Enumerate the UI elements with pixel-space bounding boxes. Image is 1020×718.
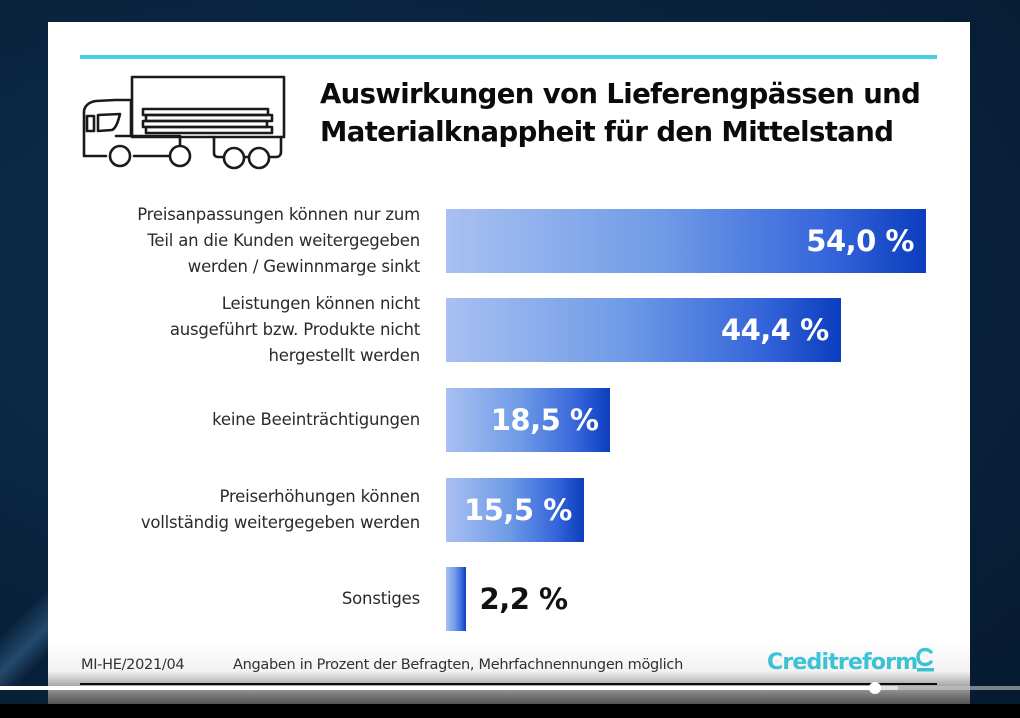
category-label-line: hergestellt werden (268, 346, 421, 365)
title-line-1: Auswirkungen von Lieferengpässen und (320, 78, 921, 110)
category-label-line: vollständig weitergegeben werden (140, 513, 420, 532)
bar-value-label: 44,4 % (720, 313, 829, 347)
accent-line (80, 55, 937, 59)
bar (446, 209, 926, 273)
category-label: Leistungen können nicht ausgeführt bzw. P… (60, 294, 420, 365)
creditreform-logo-mark-icon (916, 648, 934, 672)
category-label-line: Teil an die Kunden weitergegeben (147, 231, 420, 250)
video-scrubber-handle[interactable] (869, 682, 882, 694)
video-progress-played[interactable] (0, 686, 876, 690)
category-label: Preisanpassungen können nur zum Teil an d… (60, 205, 420, 276)
video-player-controls-bar (0, 704, 1020, 718)
bar-value-label: 54,0 % (806, 224, 914, 258)
category-label: Preiserhöhungen können vollständig weiter… (60, 478, 420, 542)
title-line-2: Materialknappheit für den Mittelstand (320, 116, 894, 148)
footer-code: MI-HE/2021/04 (81, 657, 185, 673)
category-label-line: Leistungen können nicht (221, 294, 420, 313)
category-label-line: ausgeführt bzw. Produkte nicht (169, 320, 420, 339)
bar (446, 478, 584, 542)
creditreform-logo: Creditreform (767, 650, 918, 675)
footer-note: Angaben in Prozent der Befragten, Mehrfa… (233, 657, 683, 673)
bar (446, 388, 611, 452)
category-label-line: Sonstiges (341, 589, 420, 608)
truck-icon (82, 75, 286, 170)
category-label: Sonstiges (60, 567, 420, 631)
category-label-line: Preiserhöhungen können (219, 487, 421, 506)
bar (446, 567, 466, 631)
category-label-line: werden / Gewinnmarge sinkt (187, 257, 420, 276)
bar-value-label: 2,2 % (479, 582, 569, 616)
category-label-line: keine Beeinträchtigungen (212, 410, 420, 429)
bar (446, 298, 841, 362)
category-label: keine Beeinträchtigungen (60, 388, 420, 452)
bar-value-label: 15,5 % (464, 493, 572, 527)
bar-value-label: 18,5 % (490, 403, 599, 437)
category-label-line: Preisanpassungen können nur zum (137, 205, 420, 224)
chart-title: Auswirkungen von Lieferengpässen und Mat… (320, 75, 960, 151)
footer-divider (80, 683, 937, 685)
